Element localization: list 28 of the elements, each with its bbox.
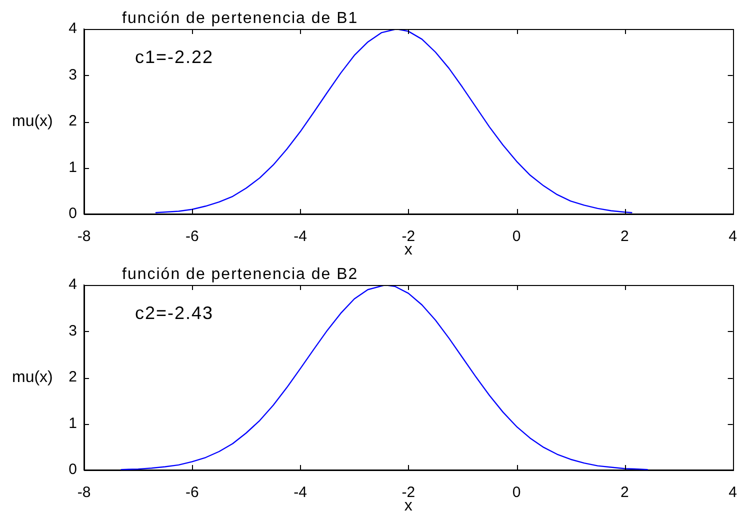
x-tick-label: 4 (728, 228, 737, 246)
y-axis-title: mu(x) (12, 368, 53, 386)
y-tick-label: 1 (68, 158, 77, 176)
x-tick-label: -8 (77, 228, 91, 246)
y-tick-label: 0 (68, 461, 77, 478)
y-tick-label: 0 (68, 205, 77, 222)
x-tick-label: 4 (728, 484, 737, 502)
x-tick-label: 2 (620, 228, 629, 246)
annotation: c1=-2.22 (135, 46, 214, 67)
y-tick-label: 3 (68, 66, 77, 84)
chart-title: función de pertenencia de B1 (122, 10, 358, 27)
y-tick-label: 2 (68, 112, 77, 130)
x-tick-label: 0 (512, 484, 521, 502)
annotation: c2=-2.43 (135, 302, 214, 323)
x-tick-label: -4 (294, 228, 307, 246)
x-tick-label: -8 (77, 484, 91, 502)
y-tick-label: 3 (68, 322, 77, 340)
x-tick-label: -4 (294, 484, 307, 502)
y-axis-title: mu(x) (12, 112, 53, 130)
y-tick-label: 2 (68, 368, 77, 386)
y-tick-label: 4 (68, 20, 77, 38)
x-tick-label: 2 (620, 484, 629, 502)
x-tick-label: 0 (512, 228, 521, 246)
x-tick-label: -6 (185, 228, 199, 246)
x-tick-label: -6 (185, 484, 199, 502)
y-tick-label: 1 (68, 414, 77, 432)
y-tick-label: 4 (68, 276, 77, 294)
chart-title: función de pertenencia de B2 (122, 266, 358, 283)
